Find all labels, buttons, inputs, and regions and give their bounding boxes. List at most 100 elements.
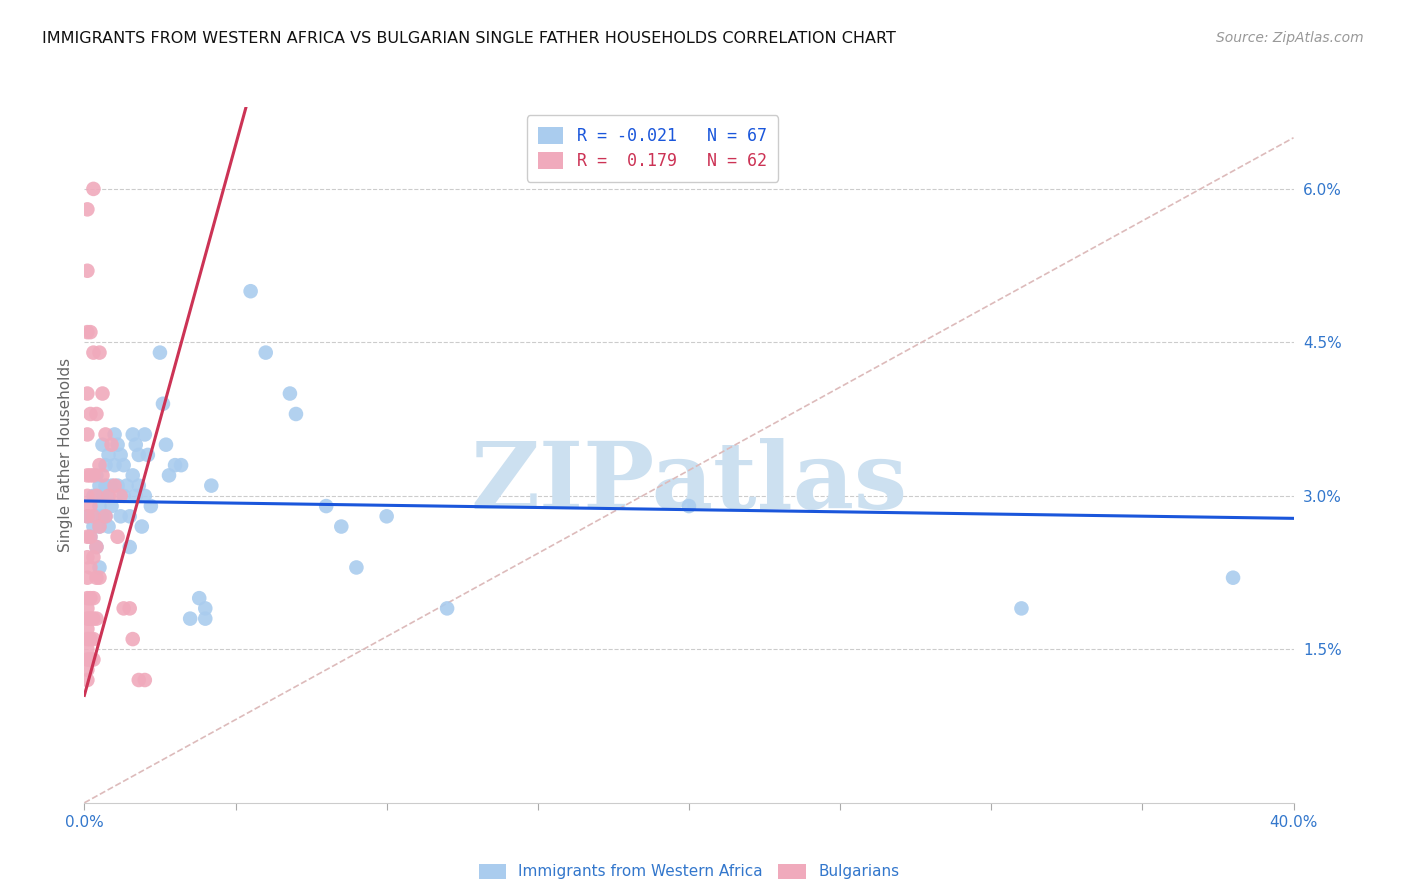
Point (76, 571, 98, 585)
Point (82, 652, 104, 666)
Point (76, 509, 98, 524)
Point (104, 427, 127, 442)
Point (79, 652, 101, 666)
Point (82, 519, 104, 533)
Point (82, 612, 104, 626)
Point (76, 591, 98, 606)
Point (79, 325, 101, 339)
Point (76, 509, 98, 524)
Point (79, 499, 101, 513)
Point (104, 458, 127, 472)
Point (112, 601, 135, 615)
Point (121, 427, 143, 442)
Point (86, 571, 108, 585)
Point (86, 540, 108, 554)
Point (79, 407, 101, 421)
Point (89, 478, 111, 492)
Point (79, 530, 101, 544)
Point (89, 499, 111, 513)
Point (100, 478, 122, 492)
Point (82, 345, 104, 359)
Point (112, 458, 135, 472)
Point (139, 499, 162, 513)
Point (128, 478, 150, 492)
Point (79, 632, 101, 646)
Point (89, 571, 111, 585)
Point (94, 427, 117, 442)
Point (149, 345, 172, 359)
Point (86, 509, 108, 524)
Point (76, 622, 98, 636)
Point (100, 438, 122, 452)
Point (121, 632, 143, 646)
Point (118, 540, 141, 554)
Point (94, 509, 117, 524)
Point (179, 612, 201, 626)
Point (79, 560, 101, 574)
Point (134, 427, 156, 442)
Point (94, 458, 117, 472)
Point (86, 612, 108, 626)
Point (82, 468, 104, 483)
Point (134, 673, 156, 687)
Point (157, 468, 180, 483)
Point (82, 182, 104, 196)
Point (79, 530, 101, 544)
Point (134, 489, 156, 503)
Point (79, 591, 101, 606)
Text: IMMIGRANTS FROM WESTERN AFRICA VS BULGARIAN SINGLE FATHER HOUSEHOLDS CORRELATION: IMMIGRANTS FROM WESTERN AFRICA VS BULGAR… (42, 31, 896, 46)
Point (1010, 601, 1032, 615)
Point (121, 468, 143, 483)
Point (76, 632, 98, 646)
Point (278, 386, 301, 401)
Point (118, 509, 141, 524)
Point (110, 448, 132, 462)
Point (97, 489, 120, 503)
Point (86, 489, 108, 503)
Point (200, 478, 222, 492)
Point (155, 438, 177, 452)
Point (76, 550, 98, 565)
Point (86, 468, 108, 483)
Point (107, 530, 129, 544)
Point (115, 478, 138, 492)
Point (194, 601, 217, 615)
Point (76, 386, 98, 401)
Point (76, 468, 98, 483)
Point (136, 448, 159, 462)
Point (91, 509, 114, 524)
Point (76, 601, 98, 615)
Point (76, 612, 98, 626)
Point (89, 519, 111, 533)
Point (188, 591, 211, 606)
Point (97, 489, 120, 503)
Legend: Immigrants from Western Africa, Bulgarians: Immigrants from Western Africa, Bulgaria… (472, 857, 905, 886)
Point (330, 519, 353, 533)
Point (76, 663, 98, 677)
Point (82, 550, 104, 565)
Point (76, 325, 98, 339)
Point (86, 407, 108, 421)
Point (91, 386, 114, 401)
Point (118, 601, 141, 615)
Point (284, 407, 308, 421)
Point (239, 284, 262, 298)
Point (91, 489, 114, 503)
Point (110, 509, 132, 524)
Point (97, 448, 120, 462)
Point (107, 478, 129, 492)
Point (110, 489, 132, 503)
Point (128, 448, 150, 462)
Point (86, 540, 108, 554)
Point (82, 591, 104, 606)
Text: Source: ZipAtlas.com: Source: ZipAtlas.com (1216, 31, 1364, 45)
Point (89, 458, 111, 472)
Point (112, 489, 135, 503)
Point (76, 264, 98, 278)
Point (125, 489, 148, 503)
Point (170, 458, 193, 472)
Point (97, 519, 120, 533)
Point (436, 601, 458, 615)
Point (94, 509, 117, 524)
Point (76, 673, 98, 687)
